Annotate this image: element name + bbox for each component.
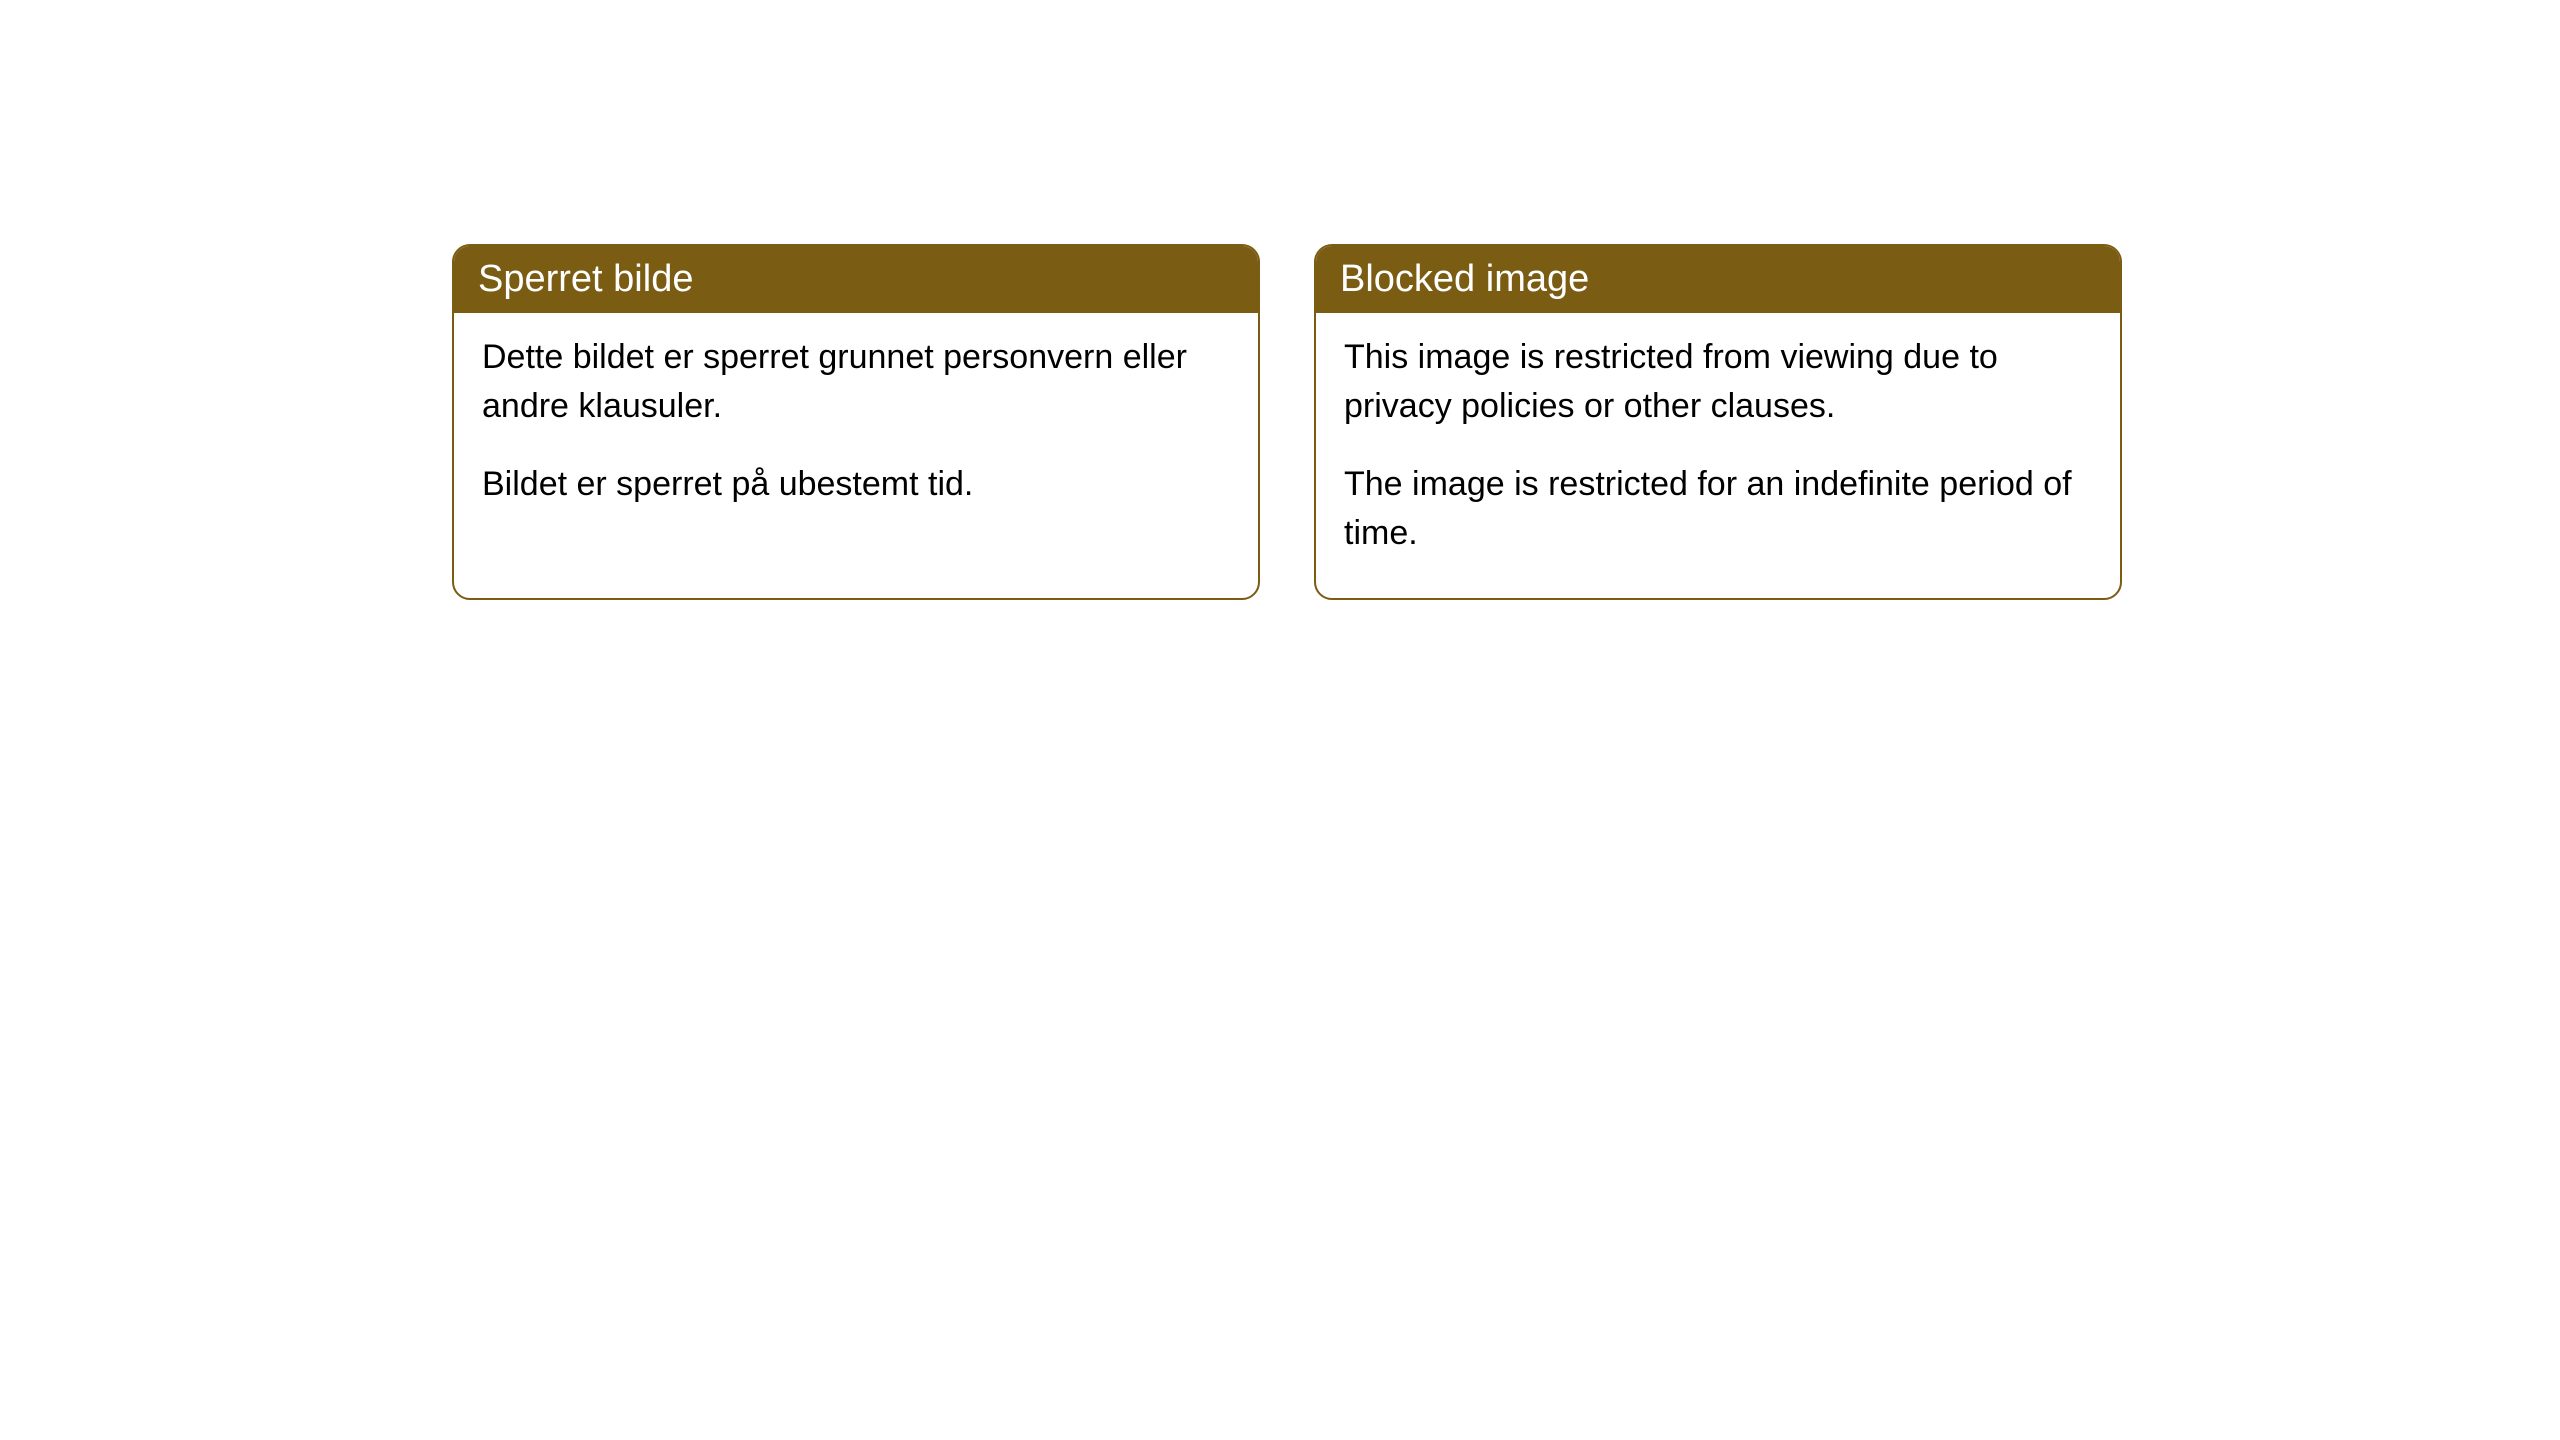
card-paragraph: Bildet er sperret på ubestemt tid. [482,460,1230,509]
card-header: Sperret bilde [454,246,1258,313]
card-paragraph: The image is restricted for an indefinit… [1344,460,2092,559]
card-body: Dette bildet er sperret grunnet personve… [454,313,1258,549]
card-title: Blocked image [1340,258,1589,300]
notice-cards-container: Sperret bilde Dette bildet er sperret gr… [452,244,2122,600]
notice-card-english: Blocked image This image is restricted f… [1314,244,2122,600]
card-title: Sperret bilde [478,258,693,300]
notice-card-norwegian: Sperret bilde Dette bildet er sperret gr… [452,244,1260,600]
card-paragraph: Dette bildet er sperret grunnet personve… [482,333,1230,432]
card-body: This image is restricted from viewing du… [1316,313,2120,598]
card-paragraph: This image is restricted from viewing du… [1344,333,2092,432]
card-header: Blocked image [1316,246,2120,313]
